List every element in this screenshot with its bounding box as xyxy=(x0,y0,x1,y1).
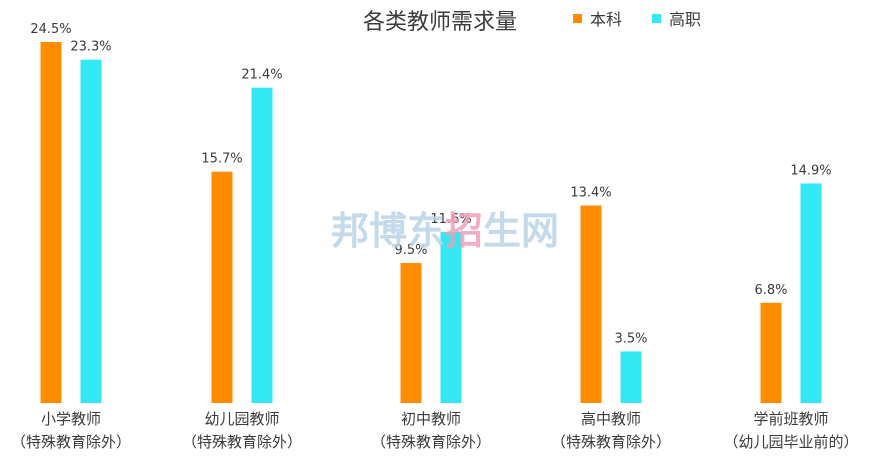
bar-benke-2 xyxy=(211,171,233,403)
watermark: 邦博东招生网 xyxy=(331,208,559,253)
bars xyxy=(40,42,822,403)
category-label-2: 幼儿园教师 xyxy=(204,410,279,428)
bar-gaozhi-5 xyxy=(800,183,822,403)
category-sublabel-1: （特殊教育除外） xyxy=(11,433,131,451)
watermark-char-3: 东 xyxy=(407,208,445,253)
bar-gaozhi-1 xyxy=(80,59,102,403)
value-label-benke-3: 9.5% xyxy=(394,243,427,258)
value-label-benke-5: 6.8% xyxy=(754,283,787,298)
legend-label-2: 高职 xyxy=(669,10,701,29)
chart-title: 各类教师需求量 xyxy=(363,10,517,35)
watermark-char-1: 邦 xyxy=(331,208,369,253)
category-labels: 小学教师 （特殊教育除外） 幼儿园教师 （特殊教育除外） 初中教师 （特殊教育除外） 高中教… xyxy=(11,410,859,451)
bar-benke-1 xyxy=(40,42,62,403)
category-label-3: 初中教师 xyxy=(401,410,461,428)
bar-gaozhi-2 xyxy=(251,87,273,403)
legend-swatch-1 xyxy=(573,14,582,23)
category-sublabel-4: （特殊教育除外） xyxy=(551,433,671,451)
watermark-char-4: 招 xyxy=(445,208,483,253)
bar-benke-4 xyxy=(580,205,602,403)
category-sublabel-3: （特殊教育除外） xyxy=(371,433,491,451)
watermark-char-2: 博 xyxy=(369,208,407,253)
value-label-gaozhi-1: 23.3% xyxy=(70,40,111,55)
category-sublabel-2: （特殊教育除外） xyxy=(182,433,302,451)
bar-gaozhi-4 xyxy=(620,351,642,403)
legend-swatch-2 xyxy=(652,14,661,23)
legend-label-1: 本科 xyxy=(590,10,622,29)
bar-benke-5 xyxy=(760,302,782,403)
watermark-char-5: 生 xyxy=(483,208,521,253)
value-label-gaozhi-4: 3.5% xyxy=(614,331,647,346)
value-label-benke-4: 13.4% xyxy=(570,186,611,201)
category-label-5: 学前班教师 xyxy=(753,410,828,428)
bar-benke-3 xyxy=(400,263,422,403)
legend: 本科 高职 xyxy=(573,10,701,29)
category-label-1: 小学教师 xyxy=(41,410,101,428)
watermark-char-6: 网 xyxy=(521,208,559,253)
value-label-benke-1: 24.5% xyxy=(30,22,71,37)
category-label-4: 高中教师 xyxy=(581,410,641,428)
category-sublabel-5: （幼儿园毕业前的） xyxy=(723,433,858,451)
value-label-gaozhi-5: 14.9% xyxy=(790,163,831,178)
value-label-benke-2: 15.7% xyxy=(201,152,242,167)
bar-gaozhi-3 xyxy=(440,232,462,403)
value-labels: 24.5% 15.7% 9.5% 13.4% 6.8% 23.3% 21.4% 11.6% 3.… xyxy=(30,22,831,346)
value-label-gaozhi-3: 11.6% xyxy=(430,212,471,227)
value-label-gaozhi-2: 21.4% xyxy=(241,68,282,83)
